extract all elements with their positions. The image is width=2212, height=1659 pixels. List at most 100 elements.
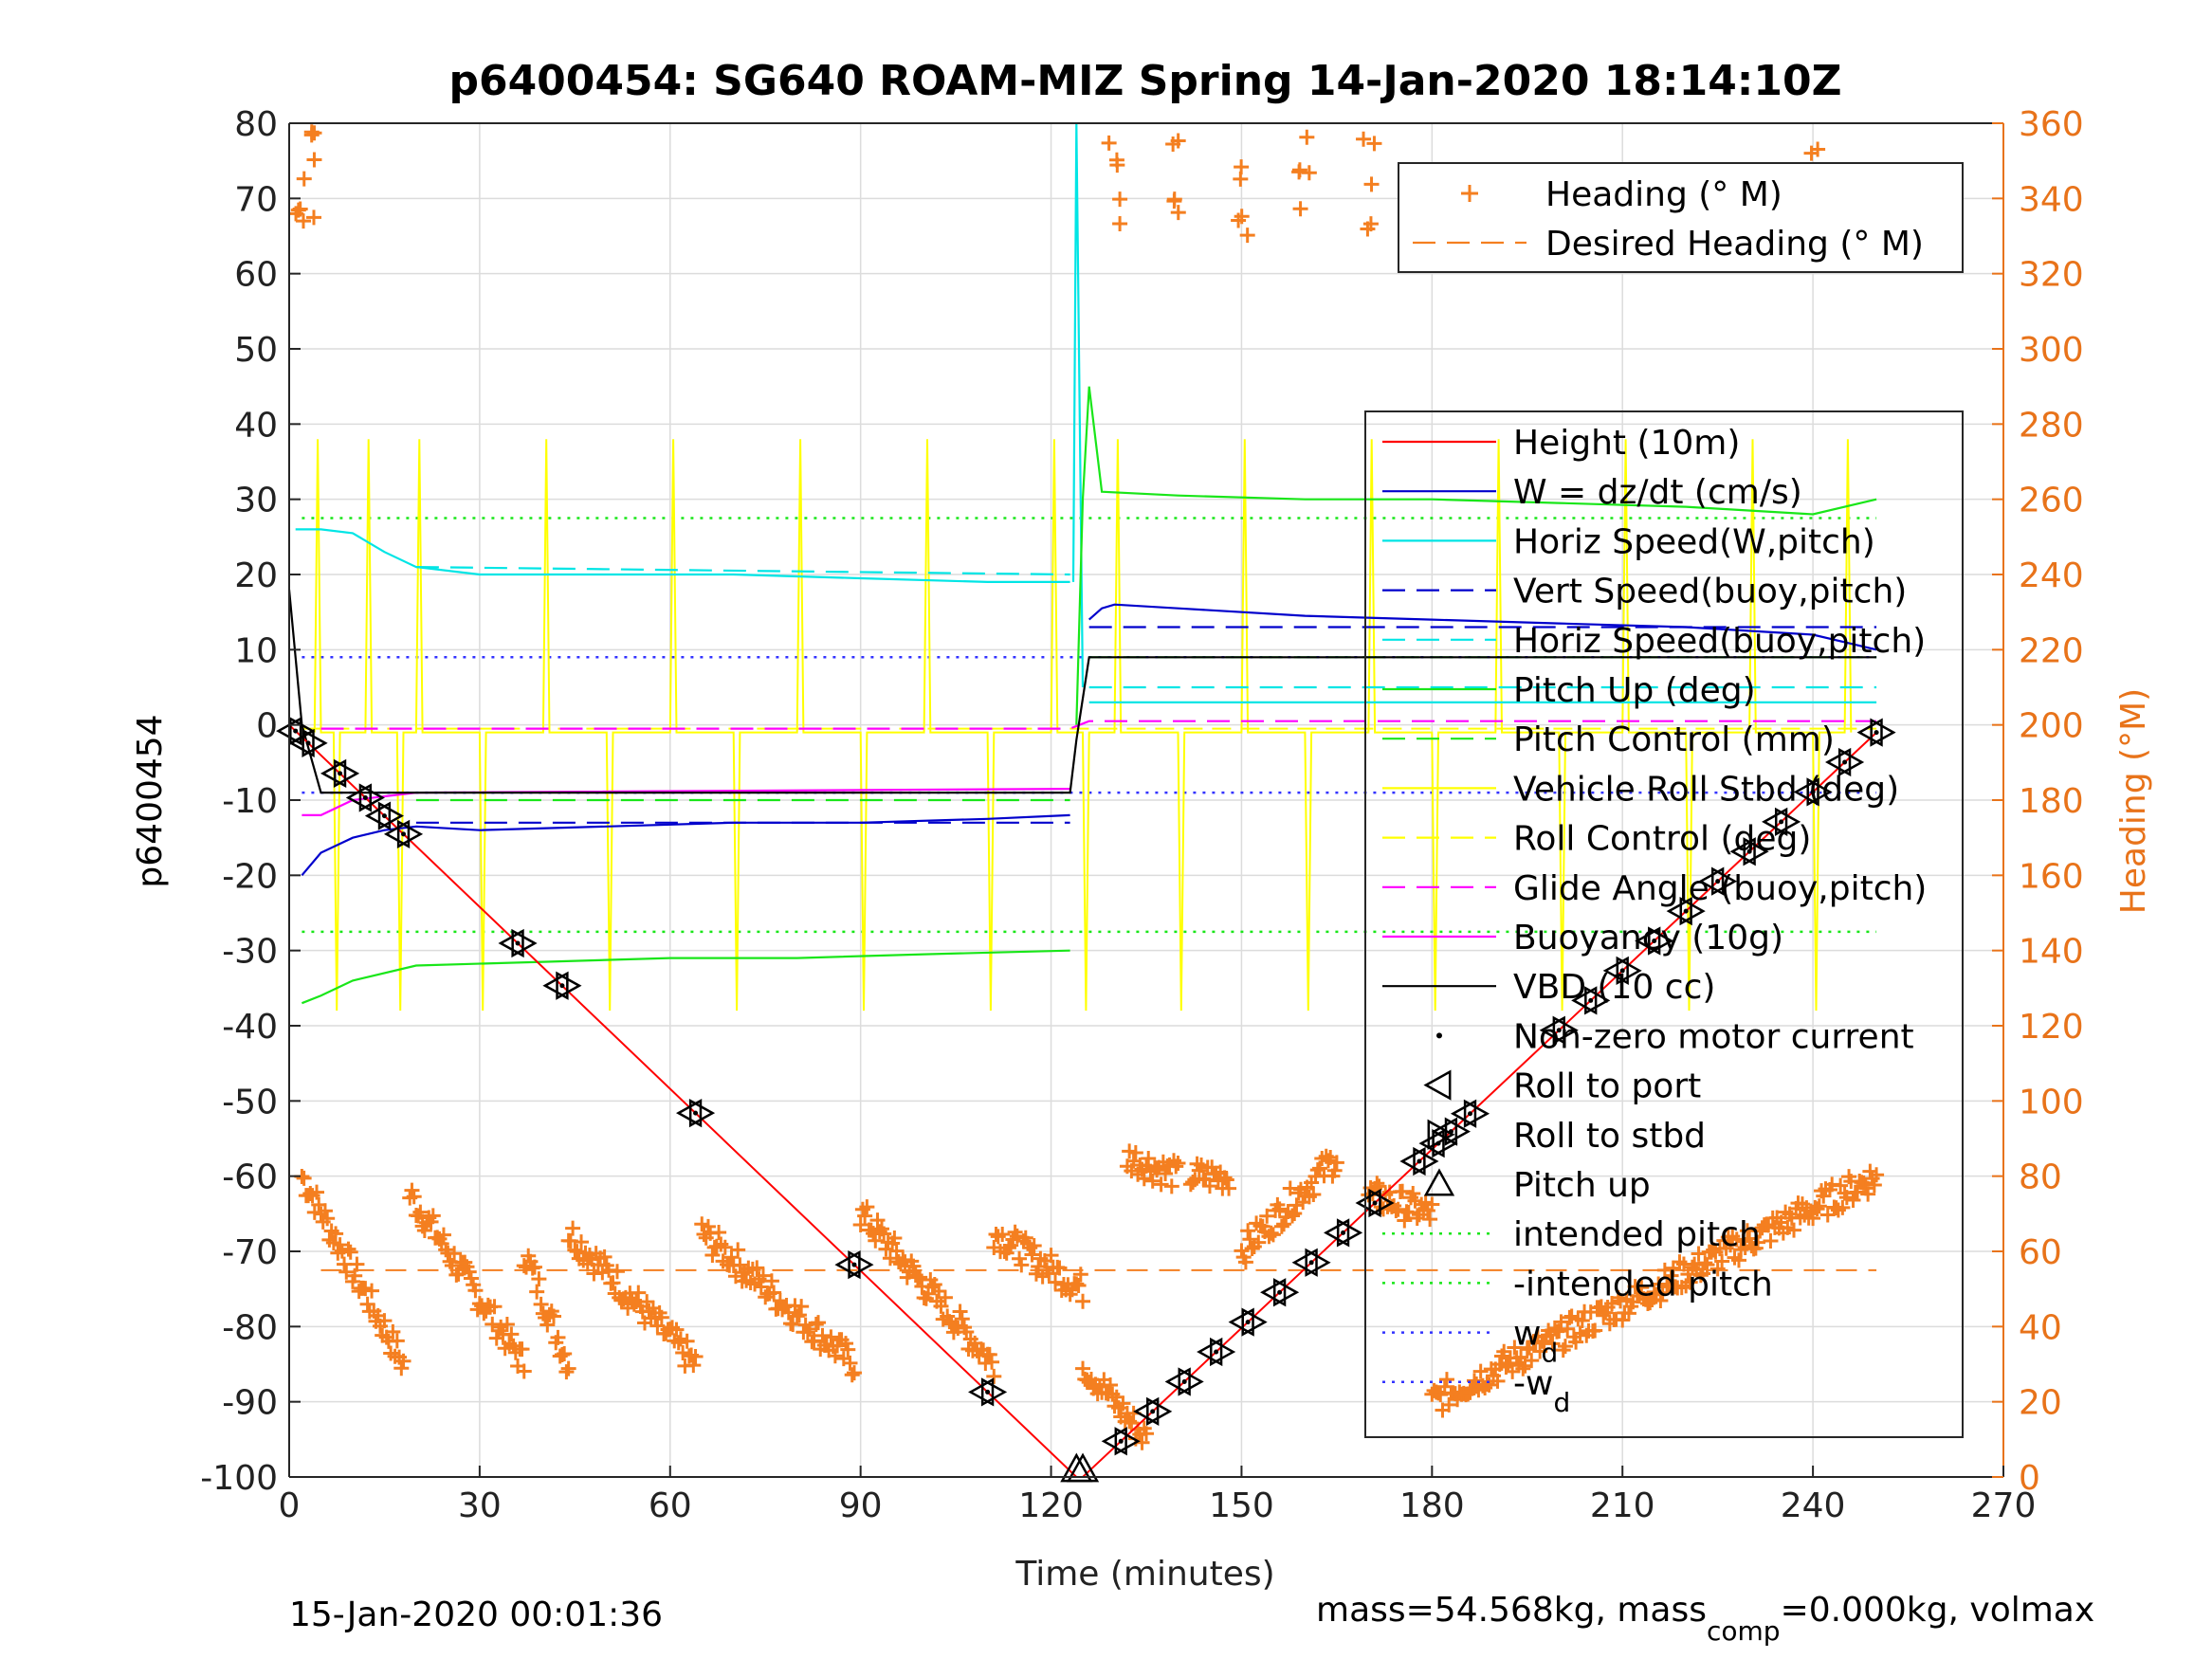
heading-marker (376, 1313, 393, 1329)
y-tick-label-left: -100 (200, 1459, 278, 1498)
motor-current-dot (381, 813, 387, 819)
heading-marker (605, 1275, 621, 1291)
motor-current-dot (1417, 1158, 1422, 1164)
heading-marker (1742, 1231, 1758, 1247)
motor-current-dot (1372, 1200, 1378, 1206)
heading-marker (791, 1307, 807, 1323)
heading-marker (1763, 1232, 1779, 1249)
legend-label-text: Roll Control (deg) (1513, 820, 1811, 859)
motor-current-dot (1842, 759, 1848, 765)
heading-marker (868, 1232, 884, 1249)
heading-marker (1292, 201, 1308, 217)
legend-main: Height (10m) W = dz/dt (cm/s) Horiz Speed(… (1364, 410, 1964, 1438)
heading-marker (526, 1259, 542, 1275)
roll-to-stbd-marker (1711, 866, 1738, 896)
heading-marker (1835, 1199, 1851, 1215)
heading-marker (1139, 1426, 1154, 1442)
heading-marker (1438, 1372, 1454, 1388)
motor-current-dot (1468, 1111, 1473, 1117)
heading-marker (1560, 1321, 1576, 1337)
heading-marker (1273, 1218, 1289, 1234)
y-tick-label-left: -50 (222, 1083, 278, 1121)
roll-to-stbd-marker (1413, 1146, 1439, 1176)
y-tick-label-right: 20 (2019, 1384, 2062, 1423)
heading-marker (558, 1364, 575, 1380)
footer-mass-prefix: mass=54.568kg, mass (1316, 1591, 1707, 1630)
roll-to-stbd-marker (688, 1099, 716, 1128)
y-tick-label-right: 340 (2019, 180, 2084, 219)
heading-marker (1524, 1353, 1540, 1369)
legend-label-text: Buoyancy (10g) (1513, 919, 1783, 957)
heading-marker (435, 1227, 451, 1243)
heading-marker (1168, 1158, 1184, 1175)
roll-to-stbd-marker (358, 783, 385, 812)
heading-marker (1201, 1178, 1217, 1194)
heading-marker (1441, 1396, 1457, 1413)
roll-to-stbd-marker (396, 819, 424, 848)
y-tick-label-right: 100 (2019, 1083, 2084, 1121)
heading-marker (503, 1326, 520, 1342)
heading-marker (1515, 1360, 1531, 1376)
y-tick-label-right: 360 (2019, 105, 2084, 144)
heading-marker (1170, 133, 1186, 149)
y-tick-label-left: 20 (234, 556, 278, 595)
heading-marker (1532, 1343, 1548, 1359)
y-tick-label-left: -60 (222, 1158, 278, 1197)
heading-marker (406, 1189, 422, 1205)
y-tick-label-left: 10 (234, 631, 278, 670)
heading-marker (1263, 1225, 1279, 1241)
motor-current-dot (1214, 1349, 1219, 1355)
legend-label-text: Roll to stbd (1513, 1117, 1706, 1156)
heading-marker (1239, 228, 1255, 244)
legend-label: Buoyancy (10g) (1513, 919, 1783, 957)
heading-marker (1739, 1223, 1755, 1239)
heading-marker (876, 1226, 892, 1242)
w-line (301, 813, 1070, 877)
heading-marker (1291, 164, 1307, 180)
heading-marker (1122, 1413, 1138, 1430)
heading-marker (1691, 1246, 1707, 1262)
roll-to-stbd-marker (1178, 1367, 1204, 1396)
heading-marker (1811, 1198, 1827, 1214)
legend-label: Glide Angle (buoy,pitch) (1513, 869, 1927, 908)
heading-marker (296, 1170, 312, 1186)
heading-marker (531, 1271, 547, 1287)
heading-marker (1251, 1234, 1267, 1250)
legend-label: Horiz Speed(buoy,pitch) (1513, 622, 1926, 661)
legend-label: Non-zero motor current (1513, 1017, 1914, 1056)
heading-marker (806, 1333, 822, 1349)
heading-marker (395, 1353, 411, 1369)
heading-marker (755, 1267, 771, 1284)
motor-current-dot (1245, 1320, 1251, 1325)
motor-current-dot (1341, 1230, 1346, 1235)
legend-label: Height (10m) (1513, 424, 1740, 463)
y-tick-label-left: 0 (256, 707, 278, 746)
heading-marker (1306, 1187, 1322, 1203)
heading-marker (1141, 1150, 1157, 1166)
heading-marker (1634, 1280, 1650, 1296)
roll-to-stbd-marker (1241, 1307, 1268, 1337)
heading-marker (514, 1341, 530, 1358)
heading-marker (1692, 1267, 1709, 1284)
heading-marker (1326, 1162, 1343, 1178)
roll-to-stbd-marker (1679, 896, 1706, 926)
legend-label: Horiz Speed(W,pitch) (1513, 522, 1875, 561)
heading-marker (869, 1212, 886, 1229)
x-axis-label: Time (minutes) (1015, 1555, 1274, 1594)
heading-marker (857, 1208, 873, 1224)
y-tick-label-left: 60 (234, 256, 278, 295)
heading-marker (1424, 1196, 1440, 1212)
axes: 0 30 60 90 120 150 180 210 240 270 80 70 60 50 40 30 20 1… (200, 105, 2083, 1525)
heading-marker (1112, 215, 1128, 231)
motor-current-dot (515, 940, 521, 946)
roll-to-stbd-marker (1774, 807, 1801, 836)
motor-current-dot (1556, 1028, 1562, 1033)
heading-marker (933, 1298, 949, 1314)
heading-marker (840, 1341, 856, 1358)
legend-label-sub: d (1541, 1338, 1558, 1369)
legend-label: Desired Heading (° M) (1545, 225, 1924, 264)
legend-label-text: Height (10m) (1513, 424, 1740, 463)
heading-marker (1519, 1341, 1535, 1358)
motor-current-dot (305, 740, 311, 746)
pitch-up-line (301, 949, 1070, 1005)
